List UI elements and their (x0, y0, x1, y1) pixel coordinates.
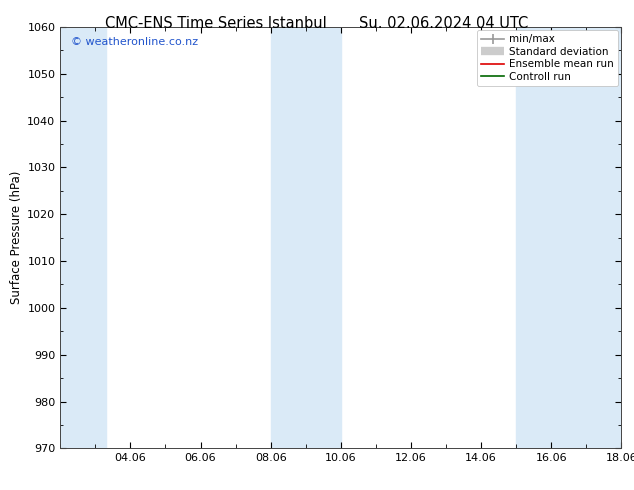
Y-axis label: Surface Pressure (hPa): Surface Pressure (hPa) (10, 171, 23, 304)
Bar (516, 27, 621, 448)
Text: © weatheronline.co.nz: © weatheronline.co.nz (72, 38, 198, 48)
Bar (271, 27, 341, 448)
Legend: min/max, Standard deviation, Ensemble mean run, Controll run: min/max, Standard deviation, Ensemble me… (477, 30, 618, 86)
Bar (60, 27, 106, 448)
Text: CMC-ENS Time Series Istanbul: CMC-ENS Time Series Istanbul (105, 16, 327, 31)
Text: Su. 02.06.2024 04 UTC: Su. 02.06.2024 04 UTC (359, 16, 528, 31)
